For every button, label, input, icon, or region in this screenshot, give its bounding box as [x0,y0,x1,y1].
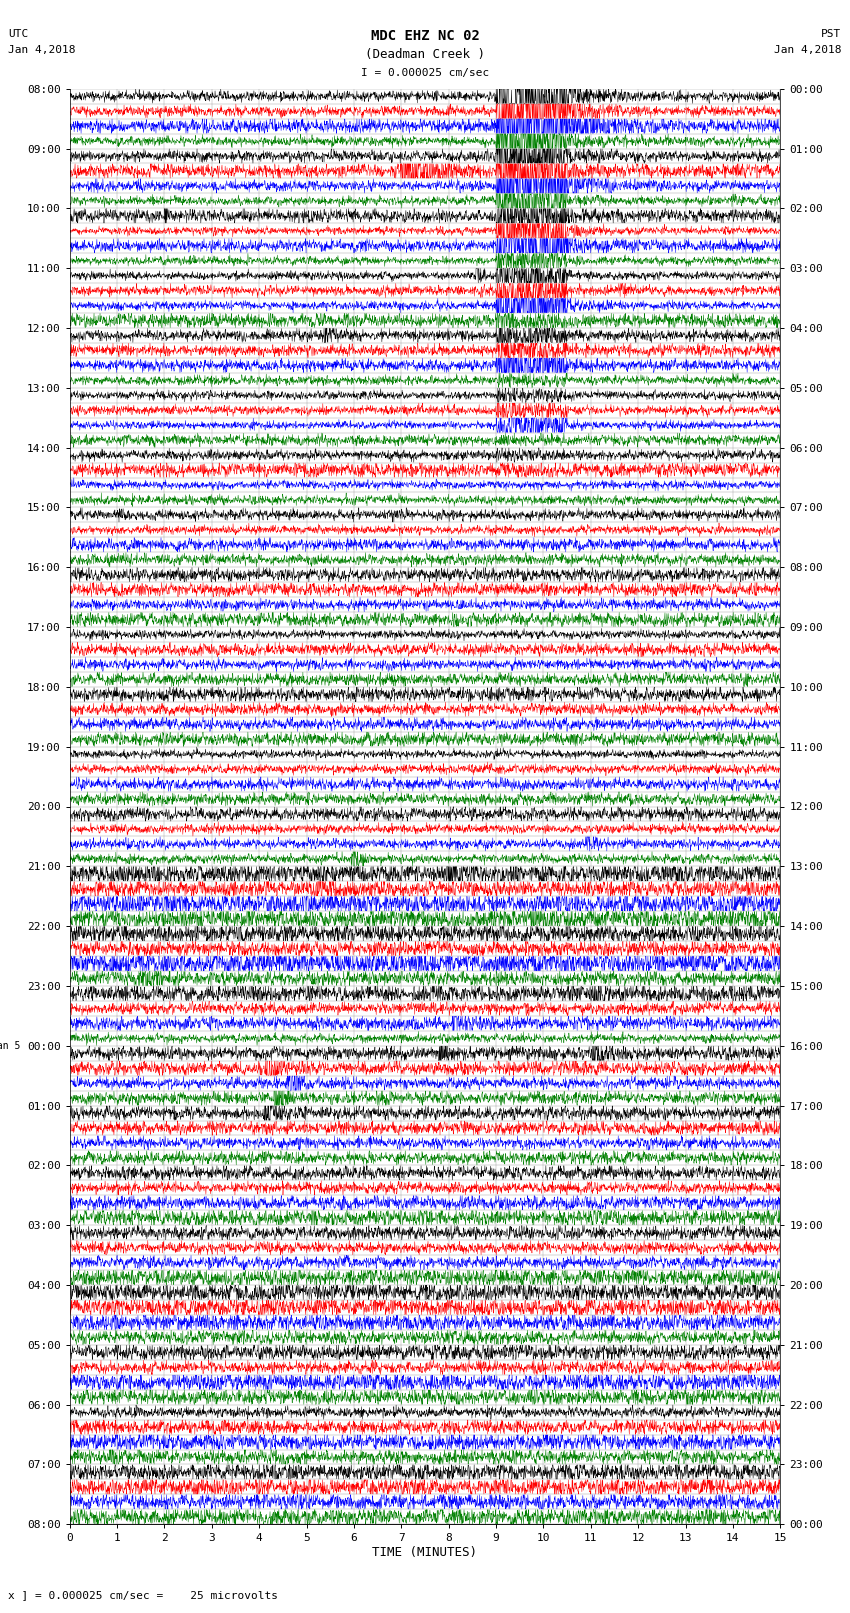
Text: Jan 4,2018: Jan 4,2018 [774,45,842,55]
Text: (Deadman Creek ): (Deadman Creek ) [365,48,485,61]
Text: PST: PST [821,29,842,39]
Text: I = 0.000025 cm/sec: I = 0.000025 cm/sec [361,68,489,77]
Text: Jan 4,2018: Jan 4,2018 [8,45,76,55]
Text: UTC: UTC [8,29,29,39]
X-axis label: TIME (MINUTES): TIME (MINUTES) [372,1547,478,1560]
Text: Jan 5: Jan 5 [0,1040,20,1050]
Text: x ] = 0.000025 cm/sec =    25 microvolts: x ] = 0.000025 cm/sec = 25 microvolts [8,1590,279,1600]
Text: MDC EHZ NC 02: MDC EHZ NC 02 [371,29,479,44]
